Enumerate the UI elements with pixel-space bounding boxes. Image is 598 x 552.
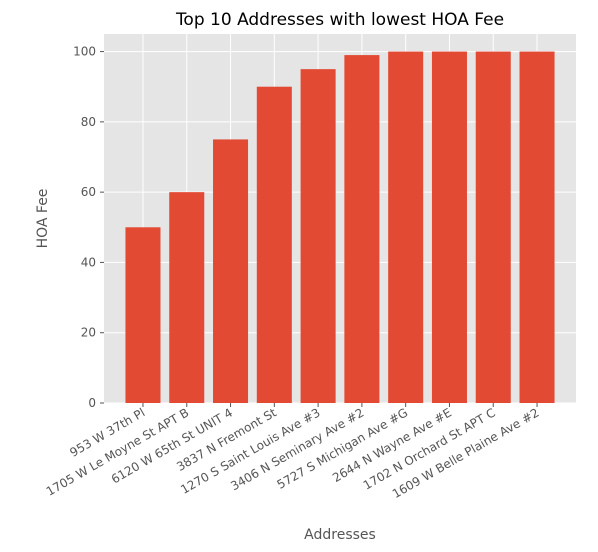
bar — [125, 227, 160, 403]
chart-title: Top 10 Addresses with lowest HOA Fee — [175, 10, 504, 30]
y-axis-ticks: 0 20 40 60 80 100 — [73, 45, 104, 410]
bar — [476, 52, 511, 403]
bar — [432, 52, 467, 403]
bar — [520, 52, 555, 403]
y-tick-label: 60 — [81, 185, 96, 199]
x-axis-label: Addresses — [304, 527, 376, 543]
bar — [344, 55, 379, 403]
bar — [169, 192, 204, 403]
y-tick-label: 20 — [81, 326, 96, 340]
y-tick-label: 0 — [88, 396, 96, 410]
y-tick-label: 80 — [81, 115, 96, 129]
bar — [388, 52, 423, 403]
y-tick-label: 100 — [73, 45, 96, 59]
bar — [301, 69, 336, 403]
y-tick-label: 40 — [81, 255, 96, 269]
bar — [213, 139, 248, 403]
y-axis-label: HOA Fee — [35, 189, 51, 249]
bar — [257, 87, 292, 403]
